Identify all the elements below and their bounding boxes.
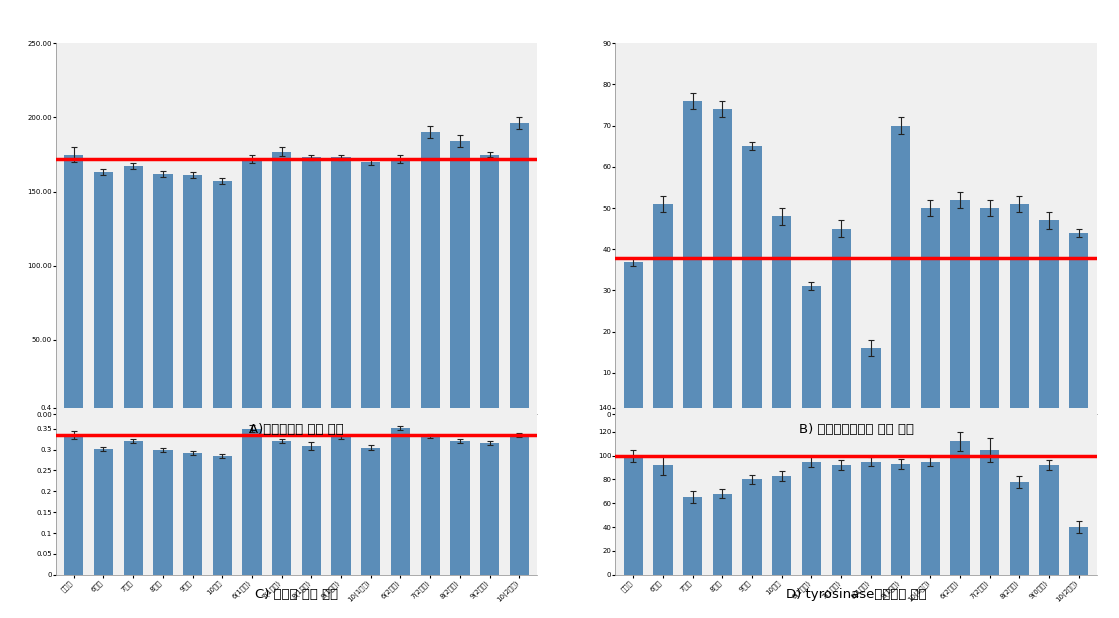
Bar xyxy=(509,124,529,414)
Bar xyxy=(182,453,203,575)
Bar xyxy=(862,462,881,575)
Bar xyxy=(450,141,470,414)
Bar xyxy=(243,159,262,414)
Bar xyxy=(891,464,910,575)
Bar xyxy=(302,158,321,414)
Bar xyxy=(950,200,970,414)
Bar xyxy=(331,437,350,575)
Bar xyxy=(272,151,291,414)
Bar xyxy=(802,286,821,414)
Bar xyxy=(683,101,703,414)
Bar xyxy=(450,441,470,575)
Bar xyxy=(1069,527,1089,575)
Bar xyxy=(1009,204,1029,414)
Bar xyxy=(94,172,113,414)
Bar xyxy=(64,435,84,575)
Bar xyxy=(831,465,850,575)
Bar xyxy=(153,450,172,575)
Bar xyxy=(742,146,762,414)
Bar xyxy=(623,455,643,575)
Bar xyxy=(802,462,821,575)
Bar xyxy=(421,132,440,414)
Bar xyxy=(772,476,791,575)
Bar xyxy=(831,229,850,414)
Bar xyxy=(64,154,84,414)
Text: B) 총플라보노이드 함량 변화: B) 총플라보노이드 함량 변화 xyxy=(799,423,913,436)
Text: C) 항산화 활성 변화: C) 항산화 활성 변화 xyxy=(255,588,338,601)
Bar xyxy=(361,162,380,414)
Bar xyxy=(921,462,940,575)
Bar xyxy=(862,348,881,414)
Bar xyxy=(623,261,643,414)
Bar xyxy=(509,435,529,575)
Bar xyxy=(272,441,291,575)
Bar xyxy=(1040,221,1059,414)
Bar xyxy=(94,449,113,575)
Bar xyxy=(243,429,262,575)
Bar xyxy=(980,449,999,575)
Bar xyxy=(1069,233,1089,414)
Bar xyxy=(772,216,791,414)
Bar xyxy=(391,428,411,575)
Bar xyxy=(213,456,232,575)
Text: A)총폴리페놀 함량 변화: A)총폴리페놀 함량 변화 xyxy=(250,423,344,436)
Text: D) tyrosinase저해활성 변화: D) tyrosinase저해활성 변화 xyxy=(786,588,927,601)
Bar xyxy=(302,446,321,575)
Bar xyxy=(683,497,703,575)
Bar xyxy=(391,159,411,414)
Bar xyxy=(421,436,440,575)
Bar xyxy=(213,181,232,414)
Bar xyxy=(182,176,203,414)
Bar xyxy=(331,158,350,414)
Bar xyxy=(480,443,499,575)
Bar xyxy=(1009,482,1029,575)
Bar xyxy=(653,204,673,414)
Bar xyxy=(123,166,143,414)
Bar xyxy=(950,441,970,575)
Bar xyxy=(980,208,999,414)
Bar xyxy=(742,480,762,575)
Bar xyxy=(1040,465,1059,575)
Bar xyxy=(921,208,940,414)
Bar xyxy=(153,174,172,414)
Bar xyxy=(123,441,143,575)
Bar xyxy=(713,109,732,414)
Bar xyxy=(361,447,380,575)
Bar xyxy=(891,125,910,414)
Bar xyxy=(713,494,732,575)
Bar xyxy=(480,154,499,414)
Bar xyxy=(653,465,673,575)
